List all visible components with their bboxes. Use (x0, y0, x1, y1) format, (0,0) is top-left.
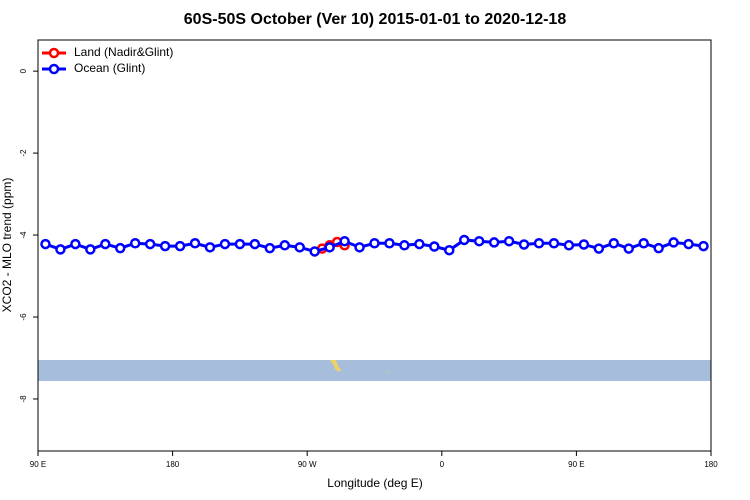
point (638, 237, 649, 249)
point (55, 244, 66, 255)
y-tick-label: -6 (19, 313, 28, 321)
plot-frame (37, 39, 712, 452)
y-tick-label: -8 (19, 395, 28, 403)
point (100, 238, 111, 250)
point (219, 238, 231, 250)
point (85, 244, 96, 255)
point (249, 238, 261, 250)
point (683, 238, 694, 250)
legend-label: Land (Nadir&Glint) (74, 45, 173, 59)
point (70, 238, 81, 250)
point (593, 243, 605, 254)
point (563, 240, 575, 251)
x-tick-label: 180 (166, 460, 180, 469)
point (429, 241, 440, 252)
point (399, 240, 410, 251)
point (264, 242, 276, 254)
point (578, 239, 590, 250)
point (294, 242, 305, 253)
land-shapes (330, 360, 388, 373)
point (384, 237, 395, 249)
point (234, 238, 246, 250)
point (279, 240, 291, 251)
point (204, 242, 216, 253)
x-tick-label: 180 (704, 460, 718, 469)
x-tick-label: 90 E (568, 460, 584, 469)
point (444, 244, 455, 256)
point (548, 237, 560, 249)
point (174, 240, 186, 252)
chart-title: 60S-50S October (Ver 10) 2015-01-01 to 2… (184, 11, 567, 28)
point (115, 242, 126, 254)
point (189, 237, 201, 249)
point (698, 240, 709, 252)
x-axis-label: Longitude (deg E) (327, 476, 422, 490)
legend-marker (48, 47, 60, 59)
y-tick-label: -4 (19, 231, 28, 239)
point (40, 238, 51, 250)
legend-label: Ocean (Glint) (74, 61, 145, 75)
point (458, 234, 470, 246)
point (608, 237, 620, 249)
point (623, 243, 634, 254)
y-axis-label: XCO2 - MLO trend (ppm) (0, 178, 14, 313)
point (668, 237, 679, 248)
point (503, 235, 515, 247)
y-tick-label: 0 (19, 68, 28, 73)
point (354, 242, 365, 253)
point (473, 235, 485, 247)
x-tick-label: 0 (440, 460, 445, 469)
point (159, 240, 171, 252)
point (518, 239, 530, 250)
point (488, 237, 500, 248)
x-tick-label: 90 W (298, 460, 317, 469)
point (324, 242, 335, 253)
point (653, 242, 664, 254)
point (533, 237, 545, 249)
point (309, 246, 320, 257)
x-tick-label: 90 E (30, 460, 46, 469)
point (144, 238, 156, 250)
point (129, 237, 141, 249)
point (369, 237, 380, 249)
map-strip (38, 360, 711, 381)
point (414, 238, 425, 250)
y-tick-label: -2 (19, 149, 28, 157)
legend-marker (48, 63, 60, 75)
point (339, 235, 350, 247)
